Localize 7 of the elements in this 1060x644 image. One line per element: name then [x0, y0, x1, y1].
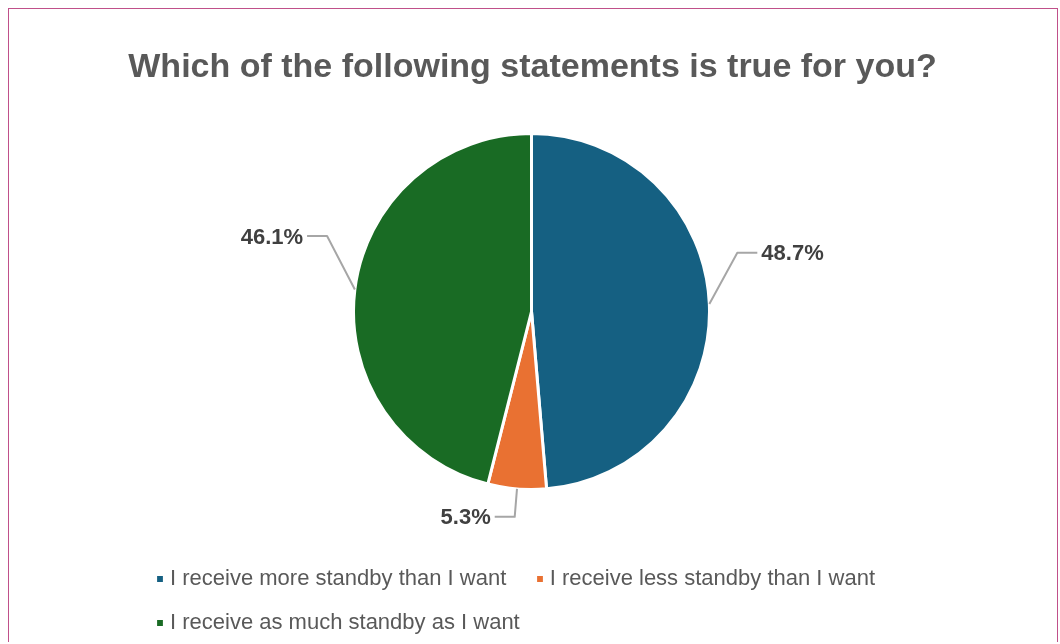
legend-label: I receive less standby than I want [549, 564, 876, 592]
legend-label: I receive more standby than I want [170, 564, 507, 592]
data-label: 46.1% [240, 223, 304, 249]
legend-label: I receive as much standby as I want [170, 608, 520, 636]
chart-title: Which of the following statements is true for you? [128, 45, 937, 84]
data-label: 5.3% [440, 504, 491, 530]
data-label: 48.7% [761, 240, 824, 266]
